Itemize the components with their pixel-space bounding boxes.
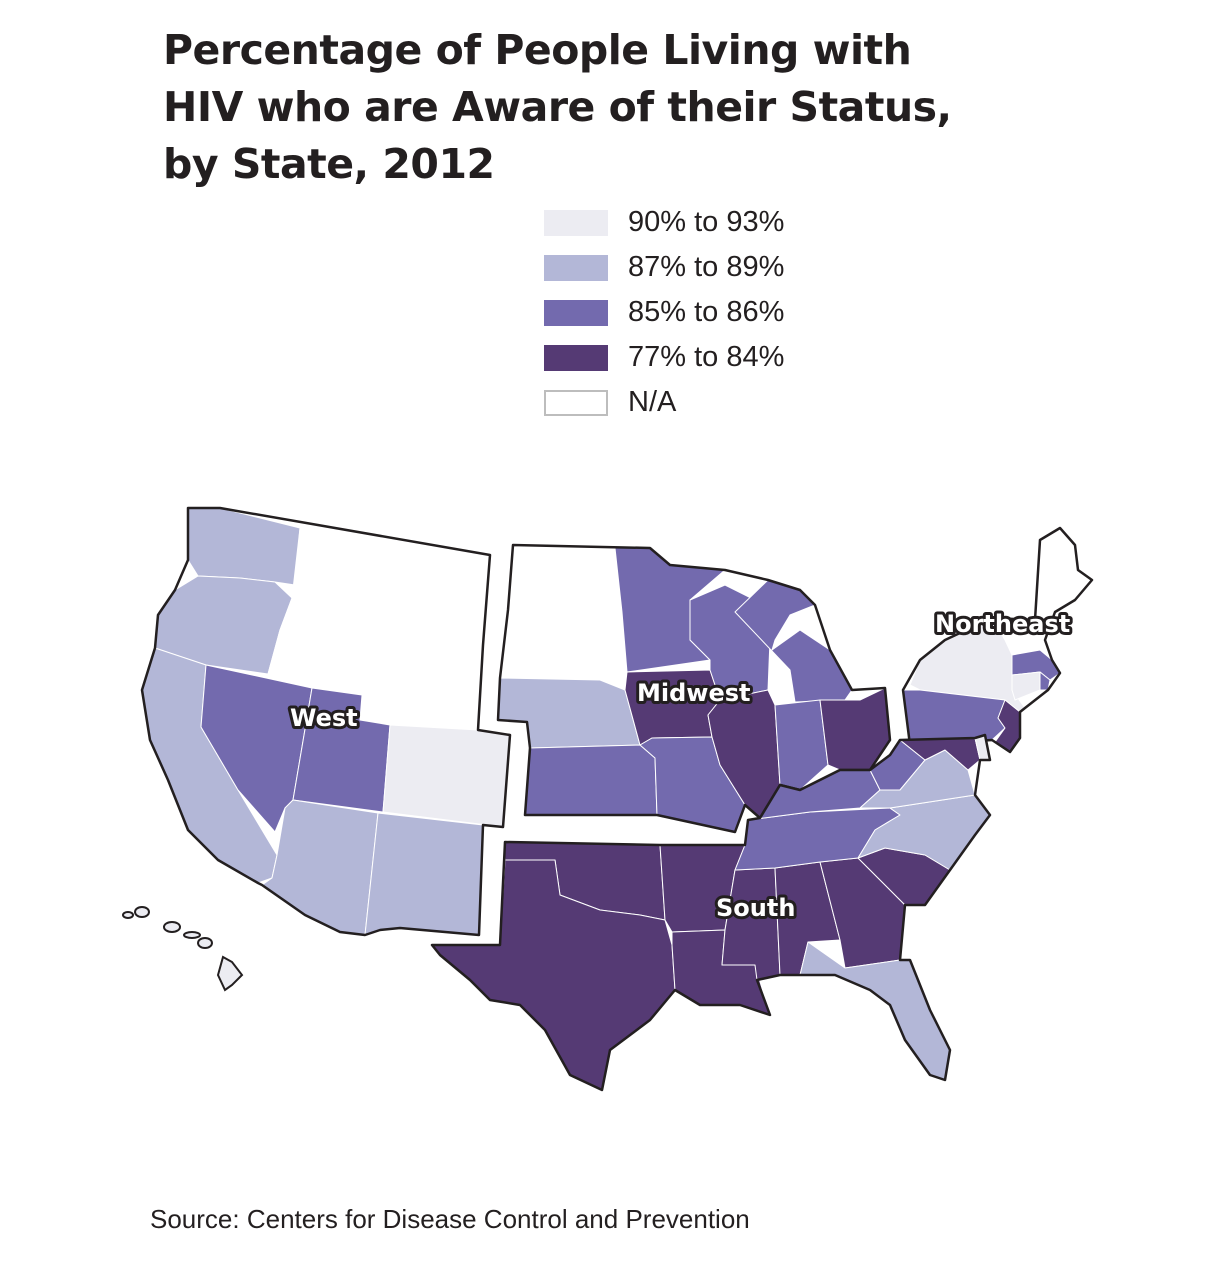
hawaii-island: [134, 906, 150, 918]
hawaii-island: [183, 931, 201, 939]
state-alaska: [131, 296, 367, 487]
title-line-3: by State, 2012: [163, 140, 495, 188]
state-wyoming: [359, 631, 484, 731]
state-connecticut: [1011, 671, 1041, 701]
legend-label: 90% to 93%: [628, 206, 785, 238]
state-hawaii: [122, 906, 244, 992]
state-kansas: [524, 744, 658, 816]
title-line-2: HIV who are Aware of their Status,: [163, 83, 952, 131]
hawaii-big-island: [216, 955, 244, 992]
region-south: South: [430, 733, 992, 1092]
hawaii-island: [163, 921, 181, 933]
region-label-northeast: Northeast: [935, 610, 1070, 638]
title-line-1: Percentage of People Living with: [163, 26, 912, 74]
legend-swatch: [544, 299, 608, 326]
legend-swatch: [544, 254, 608, 281]
state-indiana: [774, 699, 829, 791]
map-title: Percentage of People Living with HIV who…: [163, 22, 983, 193]
legend-label: N/A: [628, 386, 677, 418]
source-note: Source: Centers for Disease Control and …: [150, 1204, 750, 1234]
legend-swatch: [544, 209, 608, 236]
region-west: West: [140, 506, 512, 937]
hawaii-island: [197, 937, 213, 949]
state-nebraska: [497, 677, 641, 749]
state-pennsylvania: [902, 689, 1006, 746]
legend-item-na: N/A: [544, 380, 784, 425]
legend-item-85-86: 85% to 86%: [544, 290, 784, 335]
hawaii-island: [122, 911, 134, 919]
region-label-west: West: [290, 704, 358, 732]
region-northeast: Northeast: [901, 526, 1094, 754]
legend-swatch: [544, 344, 608, 371]
state-montana: [317, 529, 491, 646]
northeast-region-outline: [901, 526, 1094, 754]
state-north-dakota: [507, 544, 623, 613]
west-region-outline: [140, 506, 512, 937]
legend-item-90-93: 90% to 93%: [544, 200, 784, 245]
legend-item-87-89: 87% to 89%: [544, 245, 784, 290]
legend-label: 85% to 86%: [628, 296, 785, 328]
legend-label: 77% to 84%: [628, 341, 785, 373]
legend: 90% to 93% 87% to 89% 85% to 86% 77% to …: [544, 200, 784, 425]
region-label-south: South: [716, 894, 795, 922]
state-new-mexico: [364, 812, 484, 936]
region-label-midwest: Midwest: [637, 679, 751, 707]
legend-item-77-84: 77% to 84%: [544, 335, 784, 380]
south-region-outline: [430, 733, 992, 1092]
region-midwest: Midwest: [496, 543, 892, 834]
legend-label: 87% to 89%: [628, 251, 785, 283]
state-colorado: [382, 724, 511, 828]
legend-swatch: [544, 389, 608, 416]
